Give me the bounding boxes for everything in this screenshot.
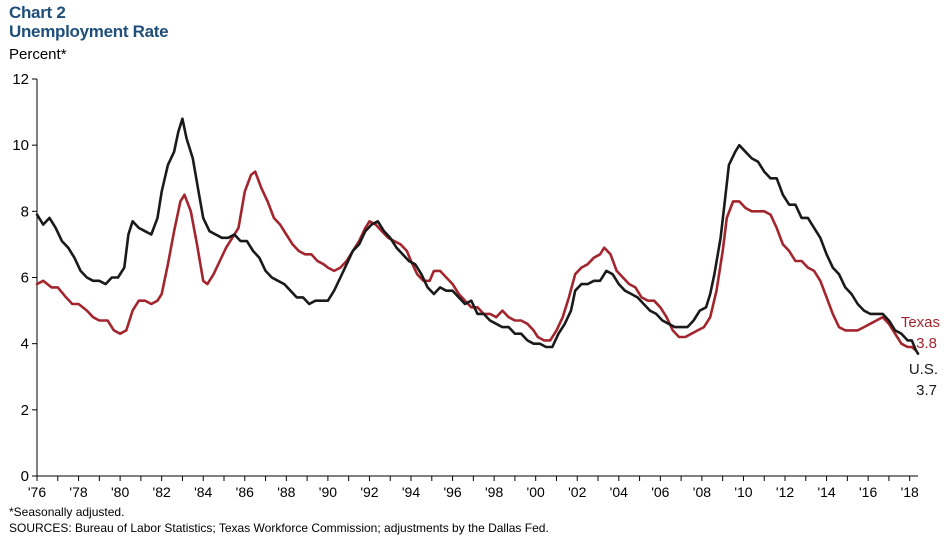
x-tick-label: '82	[153, 484, 171, 500]
y-tick-label: 8	[21, 203, 29, 220]
chart-title: Unemployment Rate	[9, 22, 169, 41]
chart-title-block: Chart 2 Unemployment Rate	[9, 3, 169, 41]
chart-number: Chart 2	[9, 3, 66, 22]
x-tick-label: '86	[236, 484, 254, 500]
x-tick-label: '14	[817, 484, 835, 500]
series-line-texas	[35, 170, 918, 352]
series-layer	[35, 117, 920, 355]
series-label-us: U.S.	[909, 361, 938, 378]
series-label-layer: Texas 3.8 U.S. 3.7	[901, 314, 940, 399]
x-tick-label: '04	[610, 484, 628, 500]
axes: 0 2 4 6 8 10 12 '76 '78 '80 '82 '84 '86 '88 '90 '92 '94 '…	[12, 71, 919, 500]
series-value-us: 3.7	[916, 382, 937, 399]
x-tick-label: '76	[28, 484, 46, 500]
x-tick-label: '12	[776, 484, 794, 500]
x-tick-label: '06	[651, 484, 669, 500]
x-tick-label: '90	[319, 484, 337, 500]
x-tick-label: '84	[194, 484, 212, 500]
y-tick-label: 0	[21, 468, 29, 485]
x-tick-label: '98	[485, 484, 503, 500]
x-tick-label: '88	[277, 484, 295, 500]
x-tick-label: '02	[568, 484, 586, 500]
x-tick-label: '78	[69, 484, 87, 500]
x-tick-label: '92	[360, 484, 378, 500]
x-tick-label: '10	[734, 484, 752, 500]
x-tick-label: '18	[901, 484, 919, 500]
x-tick-label: '08	[693, 484, 711, 500]
x-tick-label: '00	[527, 484, 545, 500]
footnote-sources: SOURCES: Bureau of Labor Statistics; Tex…	[9, 521, 549, 535]
y-tick-label: 12	[12, 71, 29, 88]
x-tick-label: '80	[111, 484, 129, 500]
y-tick-label: 2	[21, 402, 29, 419]
y-axis-unit-label: Percent*	[9, 46, 67, 63]
footnote-seasonal: *Seasonally adjusted.	[9, 505, 125, 519]
series-label-texas: Texas	[901, 314, 940, 331]
x-tick-label: '96	[443, 484, 461, 500]
y-tick-label: 6	[21, 270, 29, 287]
series-line-us	[35, 117, 920, 355]
y-tick-label: 4	[21, 336, 29, 353]
x-tick-label: '94	[402, 484, 420, 500]
x-tick-label: '16	[859, 484, 877, 500]
series-value-texas: 3.8	[916, 335, 937, 352]
y-tick-label: 10	[12, 137, 29, 154]
